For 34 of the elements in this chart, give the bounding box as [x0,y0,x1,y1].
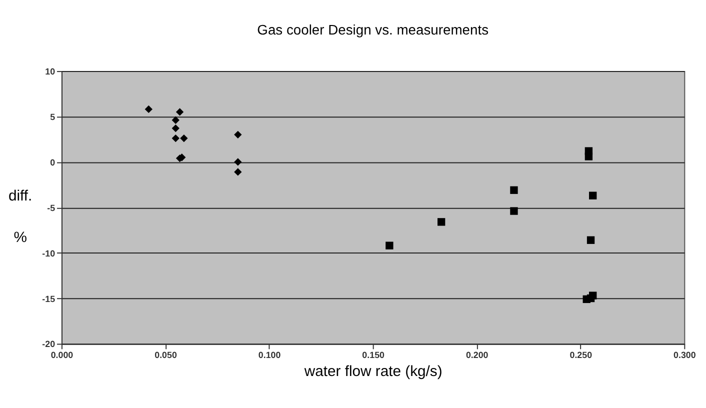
y-tick-label: 10 [45,66,56,77]
point [589,192,597,200]
point [586,294,595,302]
x-tick-label: 0.050 [154,350,177,360]
x-tick-label: 0.150 [362,350,385,360]
x-tick-label: 0.300 [674,350,696,360]
y-tick-label: -5 [47,202,56,213]
y-tick-label: -15 [42,294,56,304]
point [386,242,394,250]
point [176,108,184,116]
y-tick-label: 0 [50,157,56,168]
point [172,134,180,142]
text: diff. % [8,188,32,246]
point [144,105,152,114]
point [234,130,242,139]
chart-title: Gas cooler Design vs. measurements [257,21,489,38]
y-tick-label: 5 [50,112,56,122]
point [510,207,518,215]
x-tick-label: 0.000 [50,350,74,360]
point [234,158,242,166]
point [437,218,446,226]
y-tick-label: -20 [42,339,56,350]
x-tick-label: 0.100 [258,350,281,360]
point [172,124,180,132]
point [586,236,595,244]
x-axis-title: water flow rate (kg/s) [303,364,442,380]
point [234,168,242,176]
point [172,116,180,124]
point [180,134,188,142]
x-tick-label: 0.250 [570,350,592,360]
y-tick-label: -10 [42,248,56,258]
point [510,186,518,194]
point [584,152,593,160]
x-tick-label: 0.200 [466,350,488,360]
